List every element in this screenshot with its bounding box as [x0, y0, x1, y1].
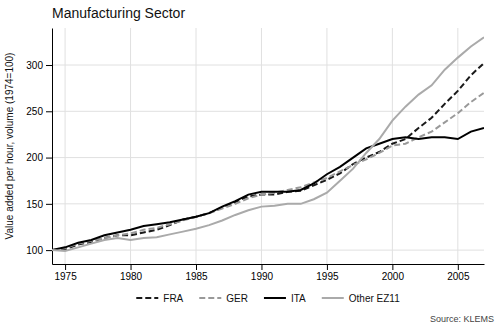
axis-line: [53, 264, 485, 265]
tick: 2000: [382, 264, 405, 282]
legend-label: ITA: [291, 293, 306, 304]
series-line: [52, 37, 484, 251]
plot-area: 1975 1980 1985 1990 1995 2000 2005 100 150 200 250…: [26, 28, 484, 282]
legend-swatch: [264, 297, 286, 299]
tick: 250: [26, 106, 52, 117]
tick-mark: [131, 264, 132, 270]
annotation: Source: KLEMS: [430, 314, 494, 324]
tick: 150: [26, 199, 52, 210]
tick-mark: [65, 264, 66, 270]
tick-label: 1995: [316, 271, 339, 282]
tick-label: 150: [26, 199, 43, 210]
series-line: [52, 93, 484, 250]
tick-label: 1980: [120, 271, 143, 282]
tick-mark: [392, 264, 393, 270]
tick: 1975: [54, 264, 77, 282]
series-line: [52, 128, 484, 250]
tick-label: 2005: [447, 271, 470, 282]
grid-line: [261, 28, 262, 264]
grid-line: [65, 28, 66, 264]
legend-swatch: [322, 297, 344, 299]
tick-label: 1990: [251, 271, 274, 282]
legend-item: FRA: [136, 293, 183, 304]
grid-line: [457, 28, 458, 264]
tick-label: 300: [26, 60, 43, 71]
tick: 1980: [120, 264, 143, 282]
legend-label: FRA: [163, 293, 183, 304]
legend: FRA GER ITA Other EZ11: [136, 293, 400, 304]
grid-line: [130, 28, 131, 264]
tick-mark: [46, 158, 52, 159]
series-line: [52, 63, 484, 250]
tick: 1995: [316, 264, 339, 282]
tick-mark: [46, 250, 52, 251]
grid-line: [52, 111, 484, 112]
y-axis: 100 150 200 250 300: [26, 29, 52, 265]
tick-label: 200: [26, 152, 43, 163]
grid-line: [52, 203, 484, 204]
tick-label: 100: [26, 245, 43, 256]
axis-line: [52, 29, 53, 265]
legend-item: ITA: [264, 293, 306, 304]
chart: 1975 1980 1985 1990 1995 2000 2005 100 150 200 250…: [0, 0, 500, 328]
grid-line: [392, 28, 393, 264]
grid: [52, 28, 484, 264]
tick-mark: [46, 204, 52, 205]
legend-swatch: [199, 297, 221, 299]
legend-label: GER: [226, 293, 248, 304]
tick-label: 1975: [54, 271, 77, 282]
tick-mark: [46, 65, 52, 66]
tick: 200: [26, 152, 52, 163]
tick-mark: [261, 264, 262, 270]
tick: 1985: [185, 264, 208, 282]
x-axis: 1975 1980 1985 1990 1995 2000 2005: [53, 264, 485, 282]
grid-line: [52, 65, 484, 66]
tick: 1990: [251, 264, 274, 282]
tick-label: 2000: [382, 271, 405, 282]
title: Manufacturing Sector: [52, 5, 185, 21]
tick: 300: [26, 60, 52, 71]
tick: 100: [26, 245, 52, 256]
grid-line: [52, 250, 484, 251]
tick-mark: [196, 264, 197, 270]
legend-item: GER: [199, 293, 248, 304]
grid-line: [326, 28, 327, 264]
legend-item: Other EZ11: [322, 293, 400, 304]
tick-mark: [46, 111, 52, 112]
legend-label: Other EZ11: [349, 293, 400, 304]
tick-label: 250: [26, 106, 43, 117]
tick-label: 1985: [185, 271, 208, 282]
legend-swatch: [136, 297, 158, 299]
y-axis-label: Value added per hour, volume (1974=100): [4, 53, 15, 240]
tick-mark: [327, 264, 328, 270]
lines: [52, 37, 484, 251]
tick: 2005: [447, 264, 470, 282]
grid-line: [52, 157, 484, 158]
tick-mark: [458, 264, 459, 270]
